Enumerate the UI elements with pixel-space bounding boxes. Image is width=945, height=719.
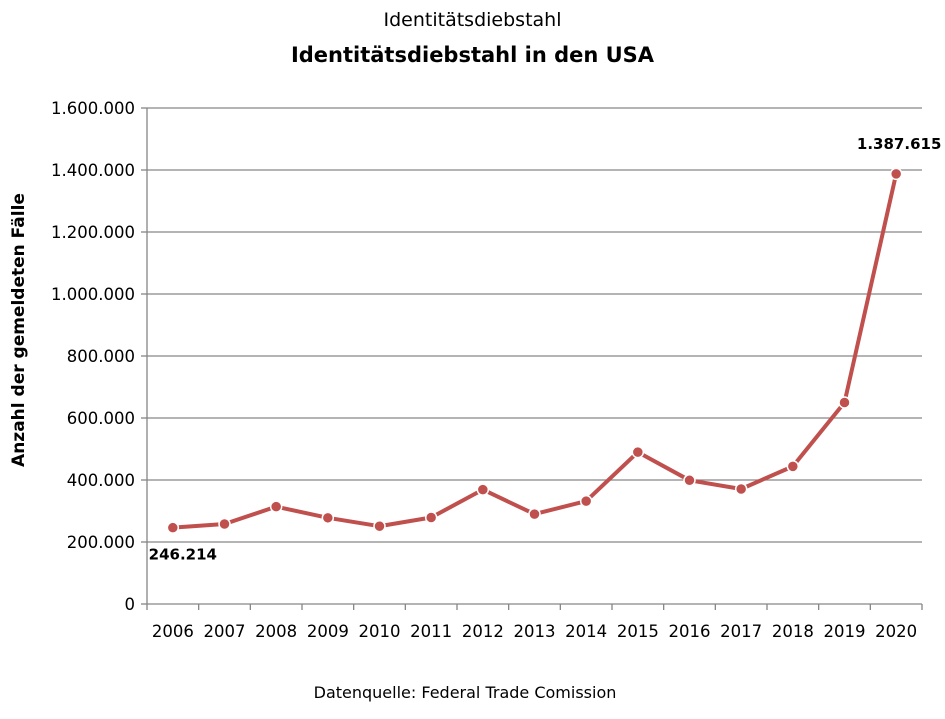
x-tick-label: 2018	[772, 622, 814, 641]
data-label: 246.214	[149, 546, 217, 564]
data-point	[218, 517, 231, 531]
x-tick-labels: 2006 2007 2008 2009 2010 2011 2012 2013 2014 2015…	[152, 622, 917, 641]
y-tick-label: 600.000	[67, 409, 135, 428]
data-point	[476, 483, 490, 496]
x-tick-label: 2015	[617, 622, 659, 641]
data-point	[579, 494, 593, 508]
data-point	[838, 396, 851, 409]
y-tick-label: 0	[125, 595, 136, 614]
data-point	[786, 460, 800, 473]
data-labels: 246.214 1.387.615	[149, 135, 942, 564]
y-axis-title: Anzahl der gemeldeten Fälle	[9, 193, 29, 467]
y-tick-label: 1.000.000	[51, 285, 135, 304]
series-layer	[166, 167, 903, 534]
data-point	[373, 519, 386, 533]
data-point	[631, 445, 645, 459]
x-tick-label: 2016	[669, 622, 711, 641]
x-tick-label: 2020	[875, 622, 917, 641]
y-tick-label: 1.200.000	[51, 223, 135, 242]
x-tick-label: 2012	[462, 622, 504, 641]
source-note: Datenquelle: Federal Trade Comission	[313, 683, 617, 702]
y-tick-label: 200.000	[67, 533, 135, 552]
y-tick-label: 400.000	[67, 471, 135, 490]
y-tick-label: 1.400.000	[51, 161, 135, 180]
data-point	[321, 511, 335, 525]
data-point	[889, 167, 903, 181]
x-tick-label: 2006	[152, 622, 194, 641]
x-tick-label: 2019	[824, 622, 866, 641]
x-tick-label: 2013	[514, 622, 556, 641]
data-point	[528, 507, 541, 521]
y-tick-labels: 0 200.000 400.000 600.000 800.000 1.000.000 1.…	[51, 99, 135, 614]
data-point	[269, 500, 283, 513]
data-point	[734, 482, 748, 496]
x-tick-label: 2009	[307, 622, 349, 641]
y-tick-label: 800.000	[67, 347, 135, 366]
axes	[141, 107, 923, 610]
x-tick-label: 2017	[720, 622, 762, 641]
x-tick-label: 2014	[565, 622, 607, 641]
x-tick-label: 2011	[410, 622, 452, 641]
y-tick-label: 1.600.000	[51, 99, 135, 118]
data-point	[166, 521, 180, 534]
x-tick-label: 2008	[255, 622, 297, 641]
gridlines	[147, 107, 922, 543]
series-line	[170, 171, 899, 530]
data-point	[424, 511, 438, 524]
data-point	[683, 474, 696, 487]
x-tick-label: 2007	[204, 622, 246, 641]
x-tick-label: 2010	[359, 622, 401, 641]
data-label: 1.387.615	[857, 135, 941, 153]
chart-subtitle: Identitätsdiebstahl in den USA	[290, 43, 655, 67]
chart-title: Identitätsdiebstahl	[383, 9, 562, 31]
